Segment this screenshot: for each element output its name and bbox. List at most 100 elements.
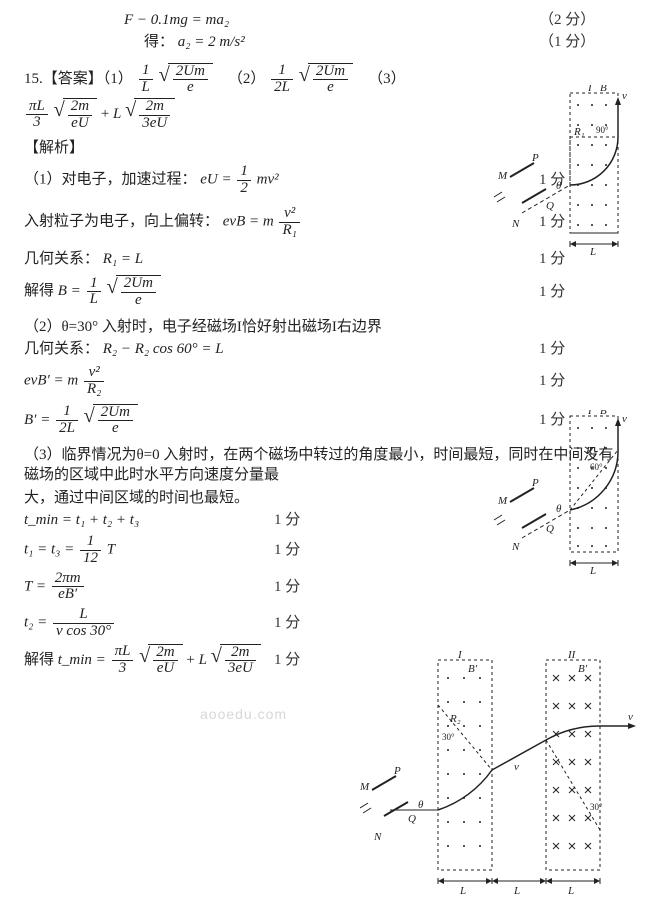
svg-text:θ: θ (418, 799, 424, 811)
svg-text:B′: B′ (468, 663, 478, 675)
p3c-lhs: t₁ = t₃ = (24, 542, 78, 558)
svg-text:L: L (513, 885, 520, 897)
svg-text:30°: 30° (442, 732, 455, 742)
p3b-eq: t_min = t₁ + t₂ + t₃ (24, 510, 274, 530)
p2b-eq: R₂ − R₂ cos 60° = L (103, 341, 224, 357)
svg-text:M: M (497, 170, 508, 182)
p3f-lhs: t_min = (58, 652, 110, 668)
svg-text:R₂: R₂ (585, 445, 597, 457)
p2c-lhs: evB′ = m (24, 373, 78, 389)
svg-text:60°: 60° (590, 462, 603, 472)
p1a-rhs: mv² (257, 171, 279, 187)
answer-label: 15.【答案】（1） (24, 71, 133, 87)
svg-text:M: M (360, 781, 370, 793)
svg-text:B′: B′ (578, 663, 588, 675)
plus: + (101, 106, 113, 122)
svg-text:I: I (457, 650, 463, 661)
svg-text:P: P (531, 477, 539, 489)
svg-text:B′: B′ (600, 410, 610, 417)
p3e-row: t₂ = L v cos 30° 1 分 (24, 607, 629, 640)
diagram-1: I B v R₁ 90° M N P Q θ L (492, 85, 632, 255)
p3e-lhs: t₂ = (24, 615, 51, 631)
ans3-s2: √ 2m 3eU (125, 98, 175, 132)
p2c-pts: 1 分 (539, 371, 629, 391)
p2a-row: （2）θ=30° 入射时，电子经磁场I恰好射出磁场I右边界 (24, 317, 629, 337)
svg-text:θ: θ (556, 503, 562, 515)
p2c-row: evB′ = m v² R₂ 1 分 (24, 365, 629, 398)
svg-text:I: I (587, 85, 593, 94)
svg-text:N: N (511, 541, 520, 553)
p2b-pts: 1 分 (539, 339, 629, 359)
ans1-frac: 1 L (139, 63, 153, 96)
svg-text:II: II (567, 650, 577, 661)
p1b-lhs: evB = m (223, 214, 274, 230)
p1c-text: 几何关系： (24, 251, 99, 267)
p3d-row: T = 2πm eB′ 1 分 (24, 571, 629, 604)
p1a-lhs: eU = (200, 171, 235, 187)
watermark: aooedu.com (200, 705, 287, 724)
header-eq2-body: a₂ = 2 m/s² (178, 34, 245, 50)
ans2-sqrt: √ 2Um e (299, 63, 353, 97)
answer-mid1: （2） (228, 71, 266, 87)
svg-text:90°: 90° (596, 125, 609, 135)
svg-text:v: v (514, 761, 519, 773)
svg-text:L: L (459, 885, 466, 897)
p2d-lhs: B′ = (24, 412, 54, 428)
svg-text:P: P (393, 765, 401, 777)
svg-text:M: M (497, 495, 508, 507)
svg-text:B: B (600, 85, 607, 94)
answer-mid2: （3） (368, 71, 406, 87)
ans3-Lcoef: L (113, 106, 121, 122)
p1d-row: 解得 B = 1 L √ 2Um e 1 分 (24, 275, 629, 309)
p1c-eq: R₁ = L (103, 251, 143, 267)
svg-text:L: L (589, 246, 596, 255)
header-eq2-prefix: 得： (144, 34, 174, 50)
p1a-frac: 1 2 (237, 164, 251, 197)
header-eq2-row: 得： a₂ = 2 m/s² （1 分） (24, 32, 629, 52)
svg-text:v: v (622, 413, 627, 425)
ans2-frac: 1 2L (271, 63, 293, 96)
svg-text:L: L (567, 885, 574, 897)
header-eq2-pts: （1 分） (539, 32, 629, 52)
p1a-text: （1）对电子，加速过程： (24, 171, 197, 187)
svg-text:P: P (531, 152, 539, 164)
p1d-pts: 1 分 (539, 282, 629, 302)
diagram-3: I II B′ B′ v v R₂ 30° 30° M N P Q θ L L … (360, 650, 640, 910)
ans3-t1frac: πL 3 (26, 99, 48, 132)
svg-text:Q: Q (546, 200, 554, 212)
p3d-lhs: T = (24, 578, 50, 594)
svg-text:30°: 30° (590, 802, 603, 812)
p2a-text: （2）θ=30° 入射时，电子经磁场I恰好射出磁场I右边界 (24, 317, 629, 337)
header-eq1: F − 0.1mg = ma₂ (124, 10, 539, 30)
p3f-pts: 1 分 (274, 650, 364, 670)
svg-text:θ: θ (556, 180, 562, 192)
header-eq1-pts: （2 分） (539, 10, 629, 30)
p2b-row: 几何关系： R₂ − R₂ cos 60° = L 1 分 (24, 339, 629, 359)
p1d-lhs: B = (58, 283, 85, 299)
p3e-pts: 1 分 (274, 613, 364, 633)
svg-text:I: I (587, 410, 593, 417)
p1b-text: 入射粒子为电子，向上偏转： (24, 214, 219, 230)
header-eq1-row: F − 0.1mg = ma₂ （2 分） (24, 10, 629, 30)
svg-text:R₂: R₂ (449, 713, 461, 725)
p3b-pts: 1 分 (274, 510, 364, 530)
p3c-pts: 1 分 (274, 540, 364, 560)
svg-text:v: v (622, 90, 627, 102)
p1d-text: 解得 (24, 283, 58, 299)
p2b-text: 几何关系： (24, 341, 99, 357)
svg-text:v: v (628, 711, 633, 723)
diagram-2: I B′ v R₂ 60° M N P Q θ L (492, 410, 632, 575)
ans3-s1: √ 2m eU (54, 98, 97, 132)
svg-text:Q: Q (408, 813, 416, 825)
svg-text:R₁: R₁ (573, 126, 585, 138)
p3a-text2: 大，通过中间区域的时间也最短。 (24, 488, 354, 508)
svg-text:N: N (511, 218, 520, 230)
p3c-rhs: T (107, 542, 115, 558)
ans1-sqrt: √ 2Um e (159, 63, 213, 97)
svg-text:N: N (373, 831, 382, 843)
svg-text:Q: Q (546, 523, 554, 535)
p3f-text: 解得 (24, 652, 58, 668)
header-eq2: 得： a₂ = 2 m/s² (144, 32, 539, 52)
svg-text:L: L (589, 565, 596, 575)
page: F − 0.1mg = ma₂ （2 分） 得： a₂ = 2 m/s² （1 … (0, 0, 647, 923)
